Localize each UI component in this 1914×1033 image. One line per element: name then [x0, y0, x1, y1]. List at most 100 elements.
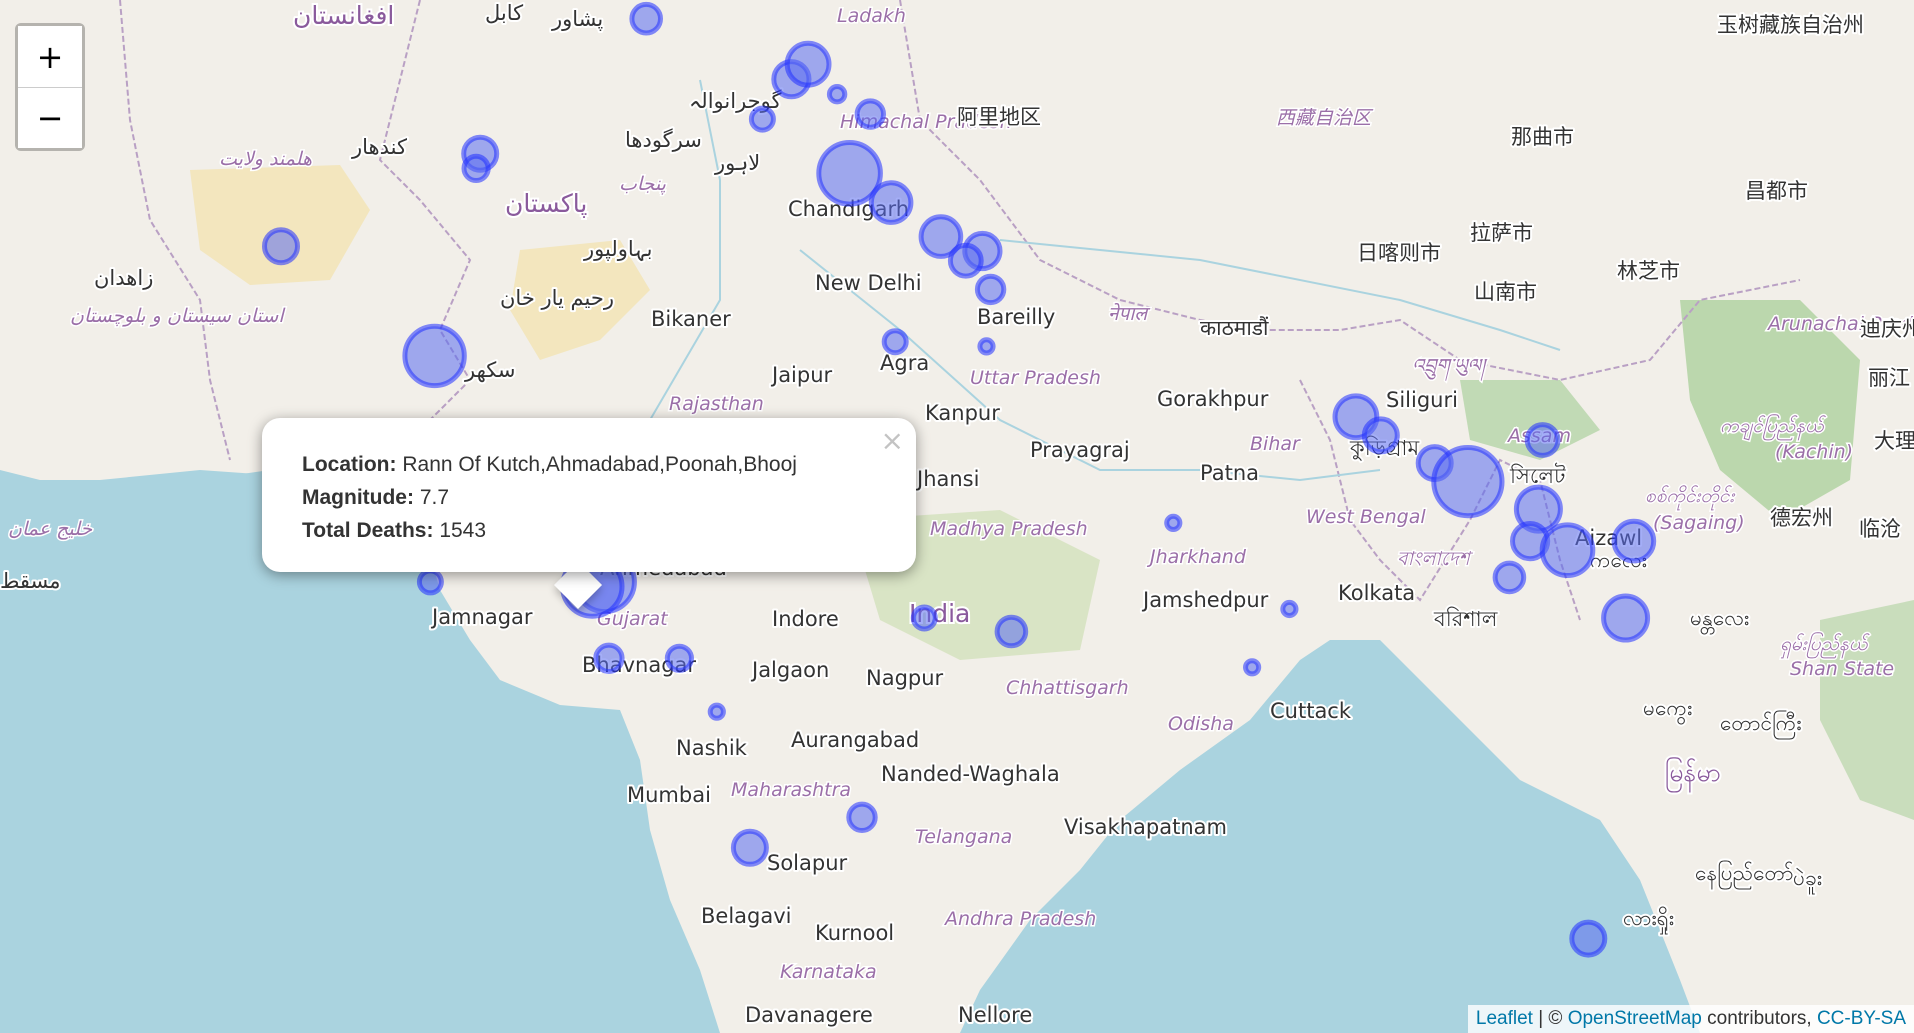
label-kachin-mm: ကချင်ပြည်နယ်: [1720, 414, 1826, 441]
label-peshawar: پشاور: [551, 7, 603, 31]
earthquake-marker[interactable]: [816, 140, 883, 207]
earthquake-marker[interactable]: [947, 242, 984, 279]
label-rajasthan: Rajasthan: [669, 393, 764, 415]
label-arunachal: Arunachal Pradesh: [1766, 313, 1914, 335]
label-kanpur: Kanpur: [925, 401, 1000, 425]
label-solapur: Solapur: [767, 851, 848, 875]
zoom-out-button[interactable]: −: [18, 87, 82, 148]
earthquake-marker[interactable]: [1280, 599, 1299, 619]
label-helmand: هلمند ولایت: [219, 148, 312, 170]
label-chhattisgarh: Chhattisgarh: [1006, 677, 1129, 699]
earthquake-marker[interactable]: [1569, 919, 1608, 958]
label-siliguri: Siliguri: [1386, 388, 1458, 412]
label-bareilly: Bareilly: [977, 305, 1055, 329]
magnitude-label: Magnitude:: [302, 486, 414, 509]
earthquake-marker[interactable]: [262, 227, 300, 266]
earthquake-marker[interactable]: [730, 828, 769, 867]
location-value: Rann Of Kutch,Ahmadabad,Poonah,Bhooj: [402, 453, 797, 476]
earthquake-marker[interactable]: [402, 323, 467, 389]
label-nanded: Nanded-Waghala: [881, 762, 1060, 786]
label-kathmandu: काठमाडौं: [1200, 316, 1269, 340]
earthquake-marker[interactable]: [1243, 658, 1262, 677]
rivers-3: [999, 239, 1561, 351]
label-bago: ပဲခူး: [1793, 866, 1822, 895]
label-shigatse: 日喀则市: [1357, 241, 1441, 265]
label-lijiang: 丽江: [1868, 366, 1910, 390]
zoom-in-button[interactable]: +: [18, 26, 82, 87]
deaths-value: 1543: [439, 519, 487, 542]
arabian-sea: [0, 470, 720, 1033]
earthquake-marker[interactable]: [1361, 416, 1400, 455]
earthquake-marker[interactable]: [1431, 445, 1505, 519]
earthquake-marker[interactable]: [974, 273, 1007, 306]
attribution-contributors: contributors,: [1701, 1008, 1817, 1029]
label-uttar-pradesh: Uttar Pradesh: [970, 367, 1101, 389]
label-myanmar: မြန်မာ: [1665, 757, 1721, 792]
leaflet-link[interactable]: Leaflet: [1475, 1008, 1533, 1029]
earthquake-marker[interactable]: [629, 1, 664, 36]
label-new-delhi: New Delhi: [815, 271, 922, 295]
earthquake-popup: × Location: Rann Of Kutch,Ahmadabad,Poon…: [262, 418, 916, 572]
earthquake-marker[interactable]: [664, 643, 695, 673]
license-link[interactable]: CC-BY-SA: [1816, 1008, 1906, 1029]
label-shan-mm: ရှမ်းပြည်နယ်: [1780, 632, 1870, 659]
label-aurangabad: Aurangabad: [791, 728, 919, 752]
earthquake-marker[interactable]: [784, 40, 832, 88]
earthquake-marker[interactable]: [1601, 593, 1651, 643]
earthquake-marker[interactable]: [1611, 518, 1657, 564]
label-jhansi: Jhansi: [915, 467, 979, 491]
label-kabul: کابل: [485, 1, 523, 25]
label-odisha: Odisha: [1168, 713, 1234, 735]
label-jamnagar: Jamnagar: [430, 605, 533, 629]
earthquake-marker[interactable]: [994, 614, 1029, 649]
label-karnataka: Karnataka: [780, 961, 877, 983]
earthquake-marker[interactable]: [826, 84, 848, 105]
earthquake-marker[interactable]: [593, 642, 625, 674]
earthquake-marker[interactable]: [1524, 422, 1561, 458]
bay-of-bengal: [960, 640, 1700, 1033]
international-border-4: [119, 0, 231, 461]
label-shannan: 山南市: [1474, 280, 1537, 304]
label-sistan: استان سیستان و بلوچستان: [70, 305, 286, 327]
label-sukkur: سکھر: [464, 358, 515, 382]
label-dali: 大理: [1874, 429, 1914, 453]
earthquake-marker[interactable]: [977, 337, 996, 356]
popup-close-button[interactable]: ×: [880, 424, 904, 457]
earthquake-marker[interactable]: [707, 702, 726, 721]
popup-magnitude-row: Magnitude: 7.7: [302, 481, 797, 514]
earthquake-marker[interactable]: [910, 604, 938, 632]
label-nagqu: 那曲市: [1511, 125, 1574, 149]
gulf-of-oman: [0, 470, 270, 520]
deaths-label: Total Deaths:: [302, 519, 434, 542]
desert-area: [190, 165, 370, 285]
label-afghanistan: افغانستان: [293, 1, 394, 30]
label-xizang: 西藏自治区: [1276, 107, 1374, 129]
osm-link[interactable]: OpenStreetMap: [1567, 1008, 1702, 1029]
earthquake-marker[interactable]: [881, 328, 909, 356]
label-sagaing-mm: စစ်ကိုင်းတိုင်း: [1645, 485, 1735, 511]
earthquake-marker[interactable]: [868, 180, 914, 225]
earthquake-marker[interactable]: [748, 105, 776, 133]
location-label: Location:: [302, 453, 397, 476]
label-bahawalpur: بہاولپور: [583, 237, 652, 261]
earthquake-marker[interactable]: [918, 214, 964, 259]
label-rahim-yar-khan: رحیم یار خان: [500, 286, 614, 311]
earthquake-marker[interactable]: [1164, 513, 1183, 533]
attribution-separator: | ©: [1532, 1008, 1568, 1029]
earthquake-marker[interactable]: [1539, 522, 1596, 579]
label-bhutan: འབྲུག་ཡུལ།: [1412, 355, 1488, 381]
earthquake-marker[interactable]: [416, 568, 444, 596]
label-belagavi: Belagavi: [701, 904, 792, 928]
earthquake-marker[interactable]: [846, 801, 878, 833]
international-border-2: [899, 0, 1801, 382]
earthquake-marker[interactable]: [1492, 560, 1527, 595]
label-pakistan: پاکستان: [505, 189, 587, 218]
popup-deaths-row: Total Deaths: 1543: [302, 514, 797, 547]
earthquake-marker[interactable]: [461, 153, 491, 183]
label-sargodha: سرگودھا: [625, 128, 702, 152]
label-taunggyi: တောင်ကြီး: [1720, 709, 1802, 740]
earthquake-marker[interactable]: [854, 98, 886, 130]
